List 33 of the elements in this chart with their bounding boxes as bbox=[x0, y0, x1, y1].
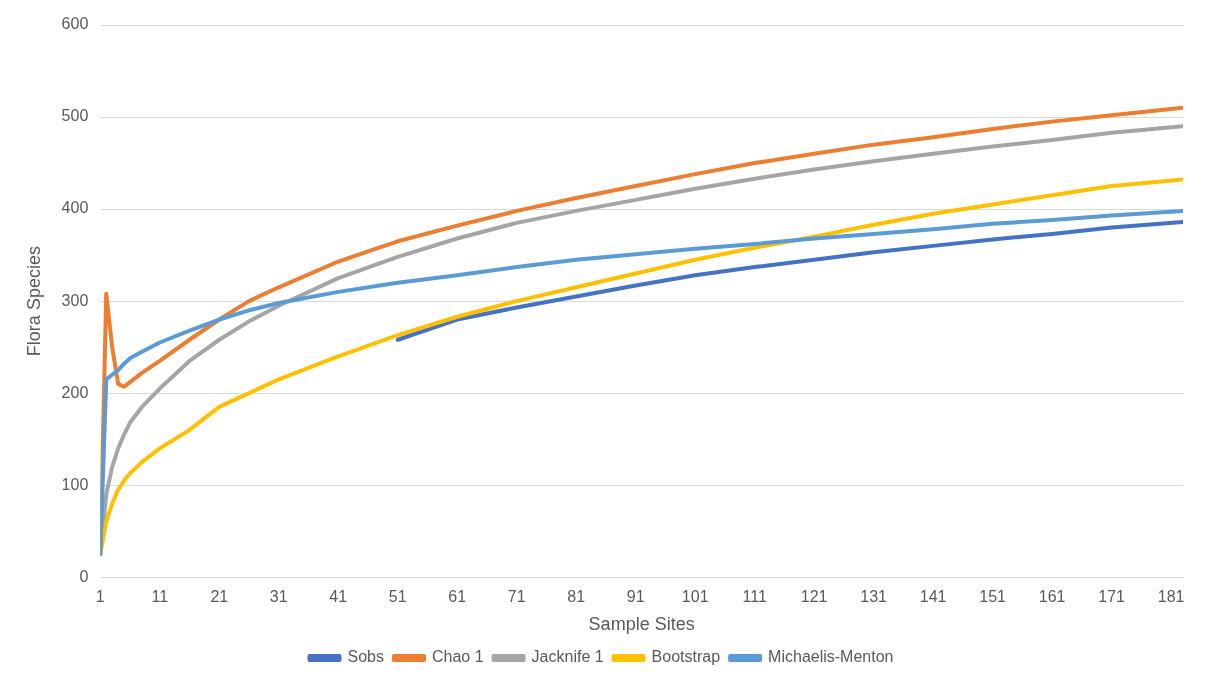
x-tick-label: 91 bbox=[626, 588, 645, 606]
x-tick-label: 41 bbox=[329, 588, 348, 606]
y-tick-label: 100 bbox=[61, 475, 89, 493]
y-tick-label: 400 bbox=[61, 199, 89, 217]
x-tick-label: 71 bbox=[507, 588, 526, 606]
x-tick-label: 1 bbox=[95, 588, 105, 606]
x-tick-label: 141 bbox=[919, 588, 947, 606]
x-tick-label: 181 bbox=[1157, 588, 1185, 606]
y-tick-label: 600 bbox=[61, 15, 89, 33]
y-tick-label: 500 bbox=[61, 107, 89, 125]
x-tick-label: 51 bbox=[388, 588, 407, 606]
x-tick-label: 151 bbox=[979, 588, 1007, 606]
x-tick-label: 61 bbox=[448, 588, 467, 606]
y-tick-label: 200 bbox=[61, 383, 89, 401]
y-axis-title: Flora Species bbox=[23, 246, 44, 357]
x-tick-label: 161 bbox=[1038, 588, 1066, 606]
legend-label: Bootstrap bbox=[651, 648, 721, 666]
x-axis-title: Sample Sites bbox=[588, 614, 695, 635]
x-tick-label: 171 bbox=[1098, 588, 1126, 606]
x-tick-label: 81 bbox=[567, 588, 586, 606]
x-tick-label: 111 bbox=[742, 588, 767, 606]
x-tick-label: 101 bbox=[681, 588, 709, 606]
x-tick-label: 121 bbox=[800, 588, 828, 606]
x-tick-label: 21 bbox=[210, 588, 229, 606]
legend-label: Jacknife 1 bbox=[531, 648, 604, 666]
legend-label: Michaelis-Menton bbox=[768, 648, 894, 666]
x-tick-label: 131 bbox=[860, 588, 888, 606]
legend-label: Chao 1 bbox=[431, 648, 484, 666]
legend-label: Sobs bbox=[347, 648, 384, 666]
y-tick-label: 300 bbox=[61, 291, 89, 309]
x-tick-label: 31 bbox=[269, 588, 288, 606]
y-tick-label: 0 bbox=[79, 567, 89, 585]
x-tick-label: 11 bbox=[151, 588, 169, 606]
